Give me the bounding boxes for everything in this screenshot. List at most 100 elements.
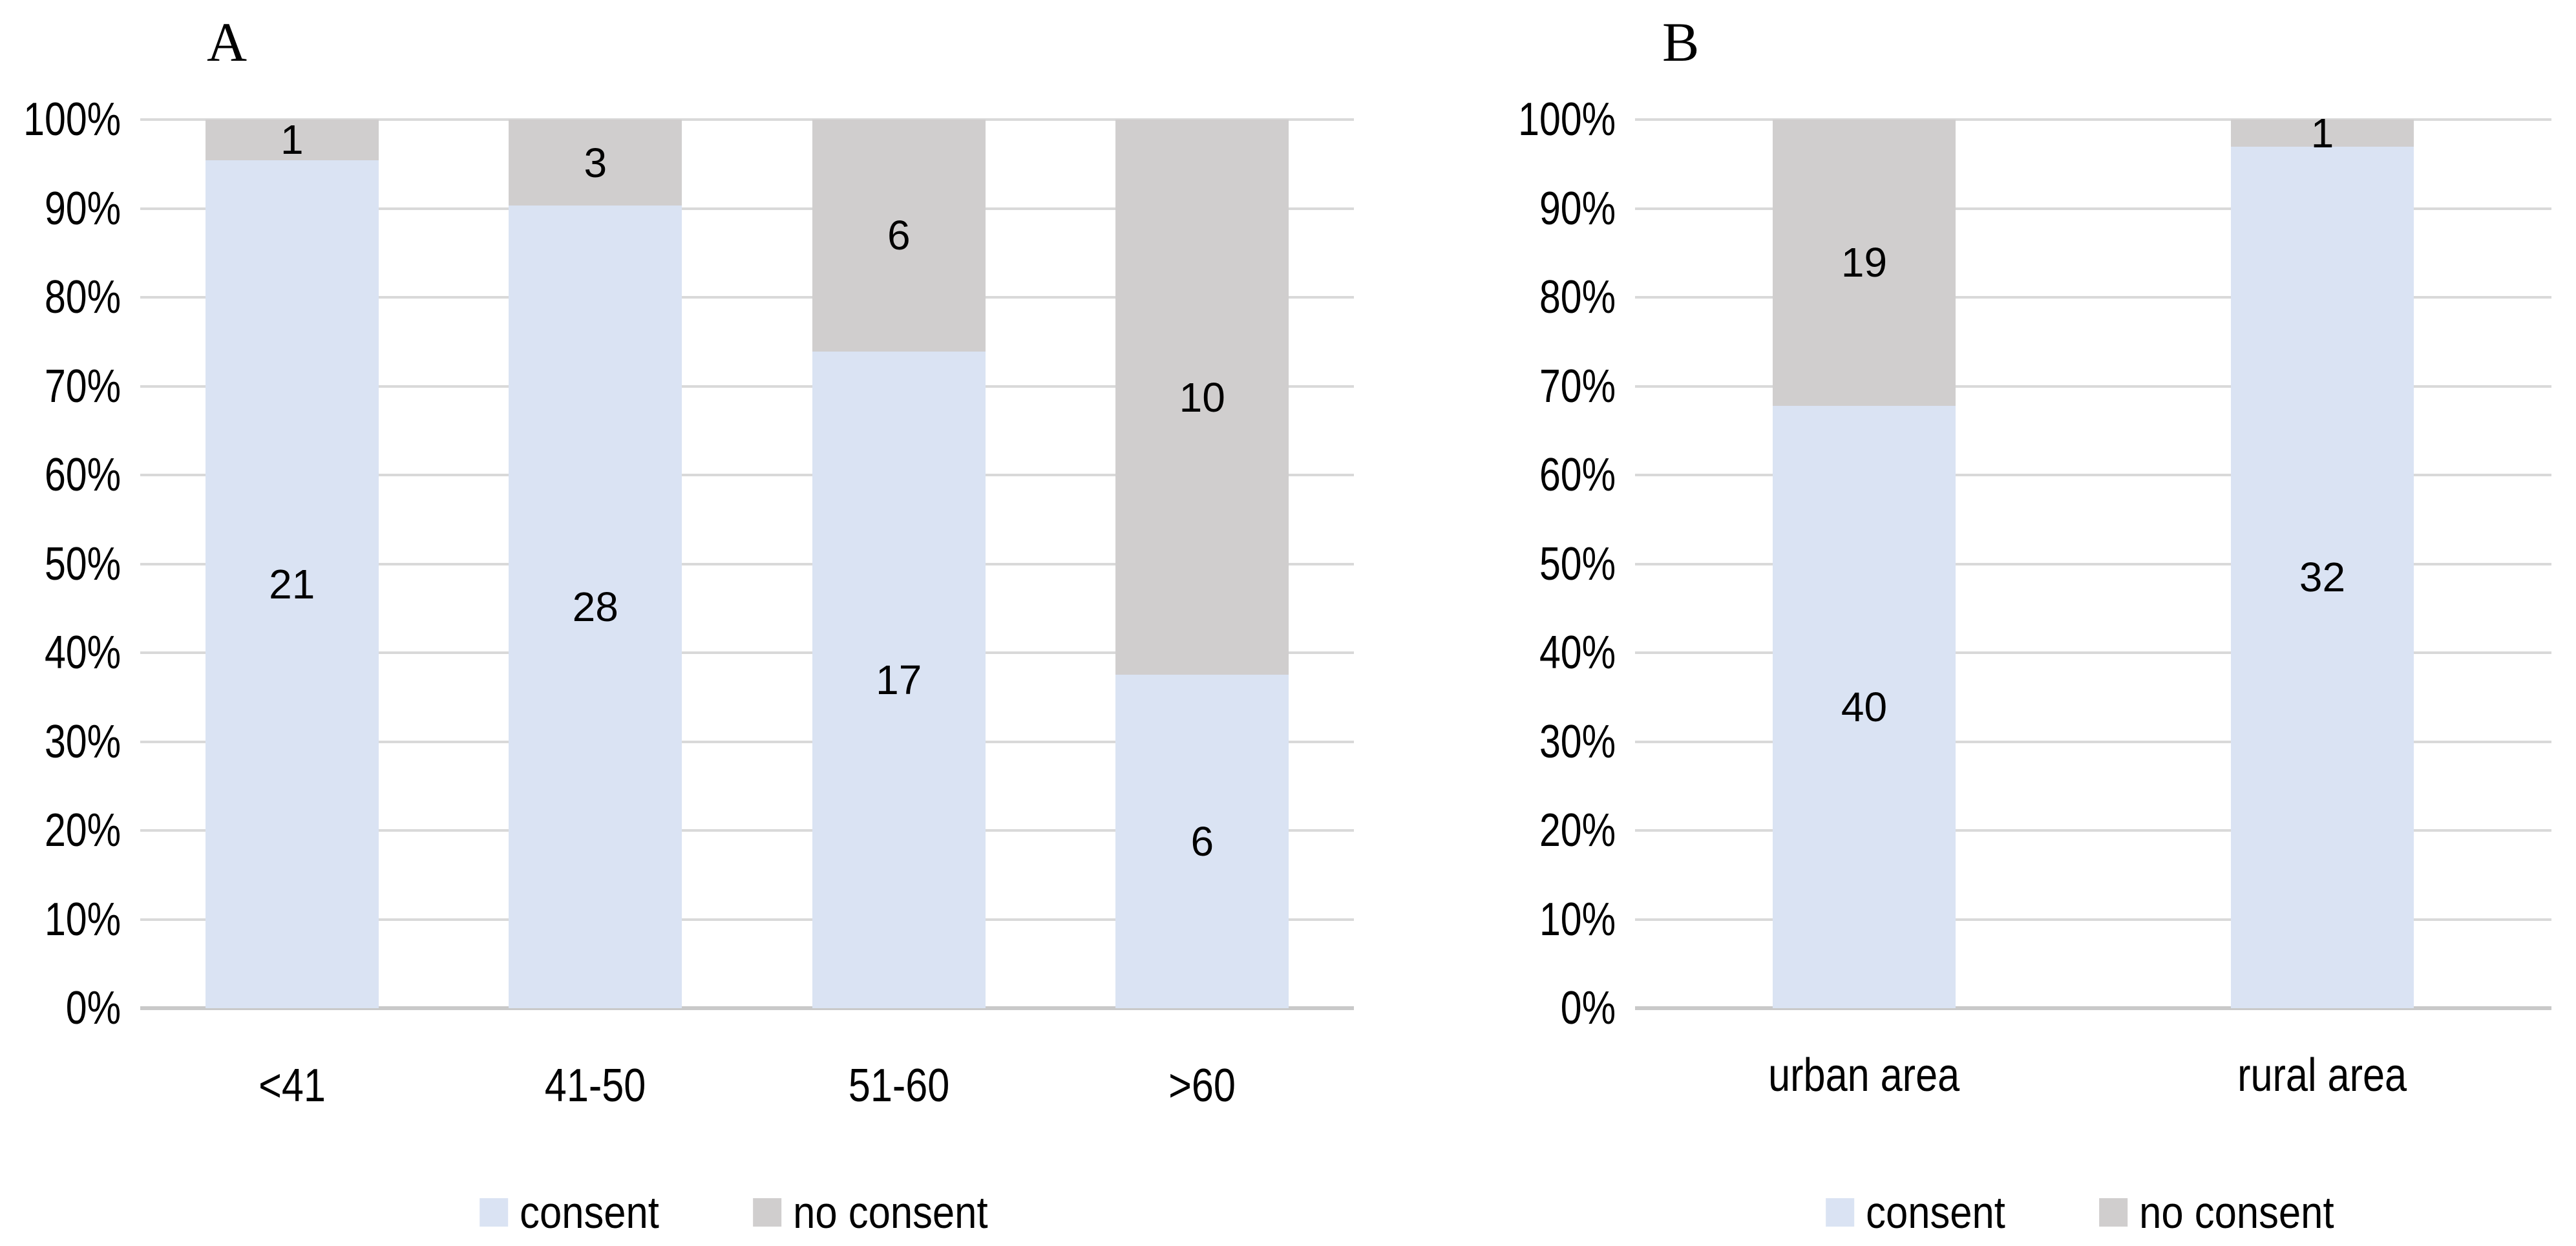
bar-segment-consent [205, 160, 379, 1008]
x-category-label: urban area [1635, 1051, 2093, 1100]
data-label-no-consent-text: 10 [1179, 374, 1225, 421]
gridline [1635, 918, 2551, 921]
legend-swatch-no consent [2099, 1198, 2128, 1227]
gridline [1635, 207, 2551, 210]
legend-A: consent no consent [480, 1188, 1015, 1237]
legend-B: consent no consent [1826, 1188, 2361, 1237]
gridline [1635, 740, 2551, 743]
data-label-no-consent-text: 19 [1841, 239, 1888, 286]
gridline [140, 474, 1354, 476]
data-label-consent-text: 21 [269, 560, 315, 607]
gridline [140, 740, 1354, 743]
y-tick-label-text: 80% [44, 271, 121, 323]
data-label-consent: 17 [812, 657, 986, 702]
data-label-consent: 32 [2231, 554, 2414, 600]
bar-41-50: 3 28 [509, 120, 682, 1008]
y-tick-label-text: 30% [1539, 715, 1616, 768]
bar-51-60: 6 17 [812, 120, 986, 1008]
y-tick-label-text: 0% [65, 982, 121, 1034]
data-label-no-consent: 10 [1115, 375, 1289, 420]
x-category-label: 51-60 [747, 1061, 1051, 1110]
y-tick-label: 90% [0, 185, 121, 232]
legend-label-consent: consent [1866, 1187, 2005, 1238]
y-tick-label-text: 60% [1539, 449, 1616, 501]
gridline [1635, 562, 2551, 565]
y-tick-label-text: 20% [1539, 805, 1616, 856]
y-tick-label: 20% [0, 807, 121, 854]
x-category-label-text: 41-50 [544, 1060, 646, 1112]
legend-item-consent: consent [480, 1188, 678, 1237]
data-label-no-consent-text: 6 [887, 212, 911, 259]
gridline [1635, 296, 2551, 299]
gridline [1635, 385, 2551, 388]
y-tick-label-text: 70% [44, 360, 121, 412]
gridline [140, 207, 1354, 210]
y-tick-label-text: 40% [1539, 627, 1616, 679]
bar-rural area: 1 32 [2230, 111, 2414, 1008]
legend-label-consent: consent [520, 1187, 659, 1238]
y-tick-label: 0% [0, 985, 121, 1031]
gridline [140, 385, 1354, 388]
y-tick-label-text: 50% [1539, 538, 1616, 590]
x-axis-line [1635, 1006, 2551, 1010]
legend-label-no consent: no consent [793, 1187, 988, 1238]
bar->60: 10 6 [1115, 120, 1289, 1008]
gridline [140, 918, 1354, 921]
data-label-no-consent-text: 3 [584, 139, 607, 186]
data-label-consent: 21 [206, 562, 379, 607]
x-category-label-text: rural area [2237, 1050, 2407, 1101]
gridline [1635, 829, 2551, 832]
bar-<41: 1 21 [205, 117, 379, 1008]
y-tick-label-text: 70% [1539, 360, 1616, 412]
x-category-label-text: >60 [1168, 1060, 1236, 1112]
panel-b-title: B [1662, 11, 1700, 73]
y-tick-label-text: 100% [23, 94, 121, 145]
data-label-no-consent: 19 [1773, 240, 1956, 285]
gridline [140, 562, 1354, 565]
data-label-no-consent-text: 1 [280, 116, 304, 164]
y-tick-label: 100% [1461, 96, 1616, 143]
legend-item-no consent: no consent [753, 1188, 1014, 1237]
y-tick-label-text: 40% [44, 627, 121, 679]
y-tick-label: 50% [1461, 541, 1616, 587]
y-tick-label: 80% [1461, 274, 1616, 321]
data-label-consent: 40 [1773, 684, 1956, 730]
data-label-consent: 6 [1115, 819, 1289, 864]
bar-segment-consent [2230, 146, 2414, 1008]
y-tick-label: 60% [1461, 452, 1616, 498]
bar-segment-no-consent [1115, 120, 1289, 675]
gridline [1635, 474, 2551, 476]
x-category-label: >60 [1051, 1061, 1355, 1110]
data-label-no-consent-text: 1 [2310, 109, 2334, 156]
data-label-no-consent: 1 [2231, 111, 2414, 156]
gridline [140, 118, 1354, 121]
y-tick-label-text: 30% [44, 715, 121, 768]
y-tick-label: 10% [1461, 896, 1616, 943]
y-tick-label-text: 20% [44, 805, 121, 856]
x-category-label: <41 [140, 1061, 444, 1110]
y-tick-label: 50% [0, 541, 121, 587]
legend-swatch-consent [480, 1198, 509, 1227]
bar-segment-no-consent [509, 120, 682, 206]
data-label-consent-text: 6 [1190, 818, 1214, 865]
y-tick-label-text: 10% [44, 893, 121, 945]
y-tick-label-text: 80% [1539, 271, 1616, 323]
y-tick-label: 100% [0, 96, 121, 143]
y-tick-label: 60% [0, 452, 121, 498]
gridline [140, 829, 1354, 832]
y-tick-label-text: 90% [1539, 182, 1616, 235]
gridline [140, 296, 1354, 299]
data-label-no-consent: 1 [206, 117, 379, 162]
legend-item-no consent: no consent [2099, 1188, 2360, 1237]
gridline [140, 651, 1354, 654]
data-label-consent-text: 40 [1841, 683, 1888, 730]
x-category-label: 41-50 [444, 1061, 748, 1110]
y-tick-label-text: 100% [1517, 94, 1616, 145]
data-label-consent-text: 28 [572, 584, 618, 631]
legend-swatch-consent [1826, 1198, 1855, 1227]
gridline [1635, 118, 2551, 121]
y-tick-label-text: 0% [1560, 982, 1616, 1034]
y-tick-label: 90% [1461, 185, 1616, 232]
y-tick-label: 40% [1461, 629, 1616, 676]
